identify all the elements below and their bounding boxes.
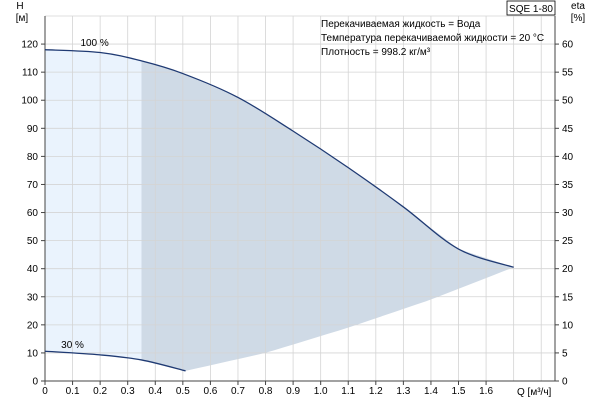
x-tick-label: 0.2 <box>93 386 107 397</box>
model-badge <box>506 0 556 16</box>
y-right-tick-label: 30 <box>562 208 574 219</box>
x-tick-label: 0.5 <box>176 386 190 397</box>
info-line-density: Плотность = 998.2 кг/м³ <box>321 47 431 58</box>
y-right-tick-label: 20 <box>562 264 574 275</box>
y-left-tick-label: 100 <box>21 96 38 107</box>
x-tick-label: 1.2 <box>369 386 383 397</box>
curve-label-100-percent: 100 % <box>80 38 108 49</box>
y-right-tick-label: 15 <box>562 292 574 303</box>
y-right-axis-label-top: eta <box>571 1 585 12</box>
y-right-tick-label: 25 <box>562 236 574 247</box>
y-right-tick-label: 40 <box>562 152 574 163</box>
x-tick-label: 0 <box>42 386 48 397</box>
operating-region-dark <box>141 60 514 371</box>
y-left-axis-label-top: H <box>16 1 23 12</box>
x-tick-label: 0.8 <box>259 386 273 397</box>
curve-label-30-percent: 30 % <box>61 340 84 351</box>
y-left-tick-label: 20 <box>27 320 39 331</box>
curve-100-percent <box>44 49 514 268</box>
y-left-tick-label: 80 <box>27 152 39 163</box>
y-right-tick-label: 50 <box>562 96 574 107</box>
y-left-tick-label: 30 <box>27 292 39 303</box>
y-right-tick-label: 35 <box>562 180 574 191</box>
y-left-tick-label: 60 <box>27 208 39 219</box>
y-left-axis-label-unit: [м] <box>16 13 29 24</box>
x-tick-label: 0.4 <box>148 386 162 397</box>
model-badge-frame <box>560 0 561 1</box>
y-right-tick-label: 45 <box>562 124 574 135</box>
x-tick-label: 1.4 <box>424 386 438 397</box>
info-line-fluid: Перекачиваемая жидкость = Вода <box>321 19 481 30</box>
model-badge-label: SQE 1-80 <box>509 4 553 15</box>
operating-region-light <box>45 49 142 360</box>
x-tick-label: 0.3 <box>121 386 135 397</box>
y-right-tick-label: 60 <box>562 40 574 51</box>
x-tick-label: 1.3 <box>396 386 410 397</box>
y-right-tick-label: 55 <box>562 68 574 79</box>
x-tick-label: 0.7 <box>231 386 245 397</box>
x-tick-label: 0.9 <box>286 386 300 397</box>
x-tick-label: 1.5 <box>452 386 466 397</box>
curve-30-percent <box>44 350 186 372</box>
y-right-axis-label-unit: [%] <box>571 13 586 24</box>
y-left-tick-label: 70 <box>27 180 39 191</box>
y-left-tick-label: 40 <box>27 264 39 275</box>
x-tick-label: 0.6 <box>203 386 217 397</box>
y-right-tick-label: 10 <box>562 320 574 331</box>
x-tick-label: 0.1 <box>66 386 80 397</box>
x-tick-label: 1.6 <box>479 386 493 397</box>
y-right-tick-label: 5 <box>562 348 568 359</box>
x-tick-label: 1.1 <box>341 386 355 397</box>
y-left-tick-label: 10 <box>27 348 39 359</box>
y-left-tick-label: 50 <box>27 236 39 247</box>
y-left-tick-label: 90 <box>27 124 39 135</box>
y-right-tick-label: 0 <box>562 377 568 388</box>
info-line-temperature: Температура перекачиваемой жидкости = 20… <box>321 33 544 44</box>
x-axis-label: Q [м³/ч] <box>517 387 552 398</box>
y-left-tick-label: 120 <box>21 40 38 51</box>
x-tick-label: 1.0 <box>314 386 328 397</box>
y-left-tick-label: 110 <box>22 68 38 79</box>
y-left-tick-label: 0 <box>32 377 38 388</box>
